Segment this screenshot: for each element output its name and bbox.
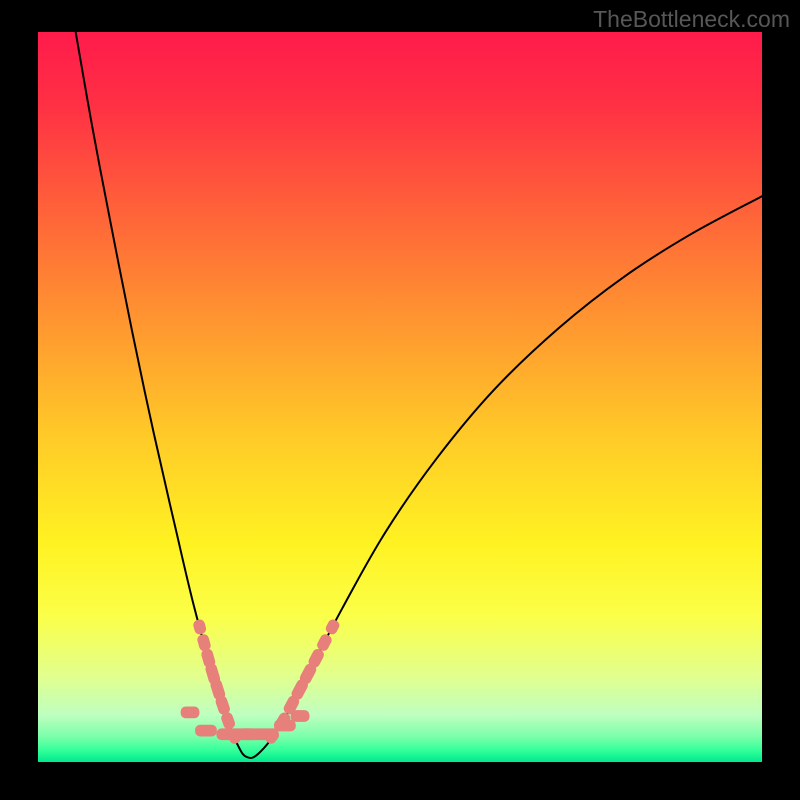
highlight-segment (239, 728, 279, 740)
watermark-text: TheBottleneck.com (593, 6, 790, 33)
chart-svg (38, 32, 762, 762)
plot-area (38, 32, 762, 762)
highlight-segment (195, 725, 217, 737)
highlight-segment (274, 720, 296, 732)
chart-frame: TheBottleneck.com (0, 0, 800, 800)
highlight-segment (291, 710, 310, 722)
highlight-segment (181, 707, 200, 719)
